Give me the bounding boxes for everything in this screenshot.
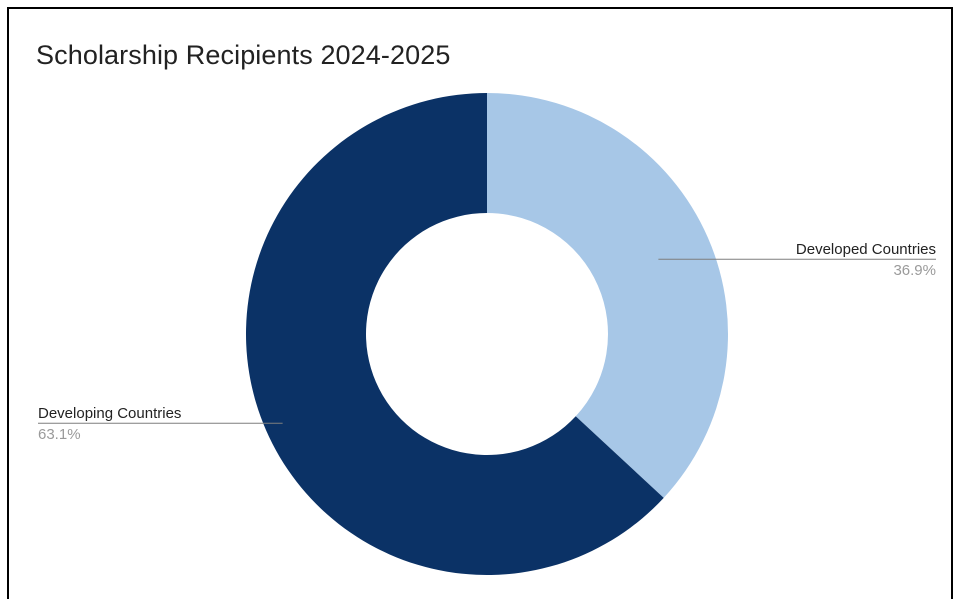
slice-developing-countries[interactable] <box>246 93 664 575</box>
slice-label-1: Developed Countries <box>796 241 936 258</box>
chart-title: Scholarship Recipients 2024-2025 <box>36 40 451 70</box>
slice-developed-countries[interactable] <box>487 93 729 498</box>
slice-percent-2: 63.1% <box>38 426 81 443</box>
slice-label-2: Developing Countries <box>38 405 181 422</box>
slice-percent-1: 36.9% <box>893 262 936 279</box>
